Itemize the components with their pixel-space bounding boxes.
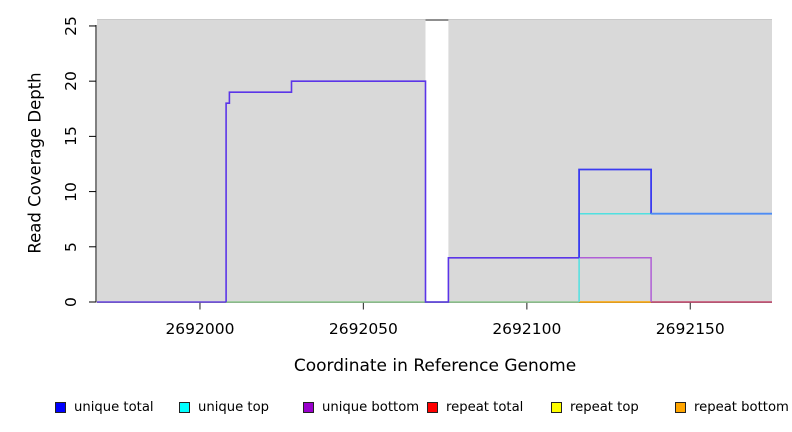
x-tick-label: 2692100 [492,320,562,338]
series-unique-total-left [225,80,580,303]
x-tick-label: 2692050 [328,320,398,338]
x-tick-label: 2692150 [655,320,725,338]
y-tick-label: 10 [62,181,80,202]
legend-label: repeat top [570,399,639,415]
legend-item: repeat top [551,399,639,415]
y-tick-label: 25 [62,16,80,36]
y-tick-label: 15 [62,126,80,147]
series-unique-total-peak12 [578,168,652,258]
legend-label: repeat total [446,399,524,415]
x-tick-label: 2692000 [165,320,235,338]
y-tick-label: 5 [62,241,80,252]
legend-swatch-icon [303,401,314,413]
legend-swatch-icon [179,401,190,413]
legend-item: repeat bottom [675,399,789,415]
legend-label: unique bottom [322,399,420,415]
legend-item: repeat total [427,399,524,415]
legend-swatch-icon [55,401,66,413]
legend-swatch-icon [427,401,438,413]
gap-region [425,19,449,302]
y-tick-label: 0 [62,297,80,307]
y-tick-label: 20 [62,71,80,92]
x-axis-title: Coordinate in Reference Genome [293,356,577,376]
legend-label: unique top [198,399,270,415]
legend-swatch-icon [551,401,562,413]
y-axis-title: Read Coverage Depth [25,72,45,254]
gap-cap-line [425,19,449,21]
legend-swatch-icon [675,401,686,413]
legend-label: repeat bottom [694,399,789,415]
legend-item: unique total [55,399,154,415]
legend-label: unique total [74,399,154,415]
legend-item: unique bottom [303,399,420,415]
legend-item: unique top [179,399,270,415]
